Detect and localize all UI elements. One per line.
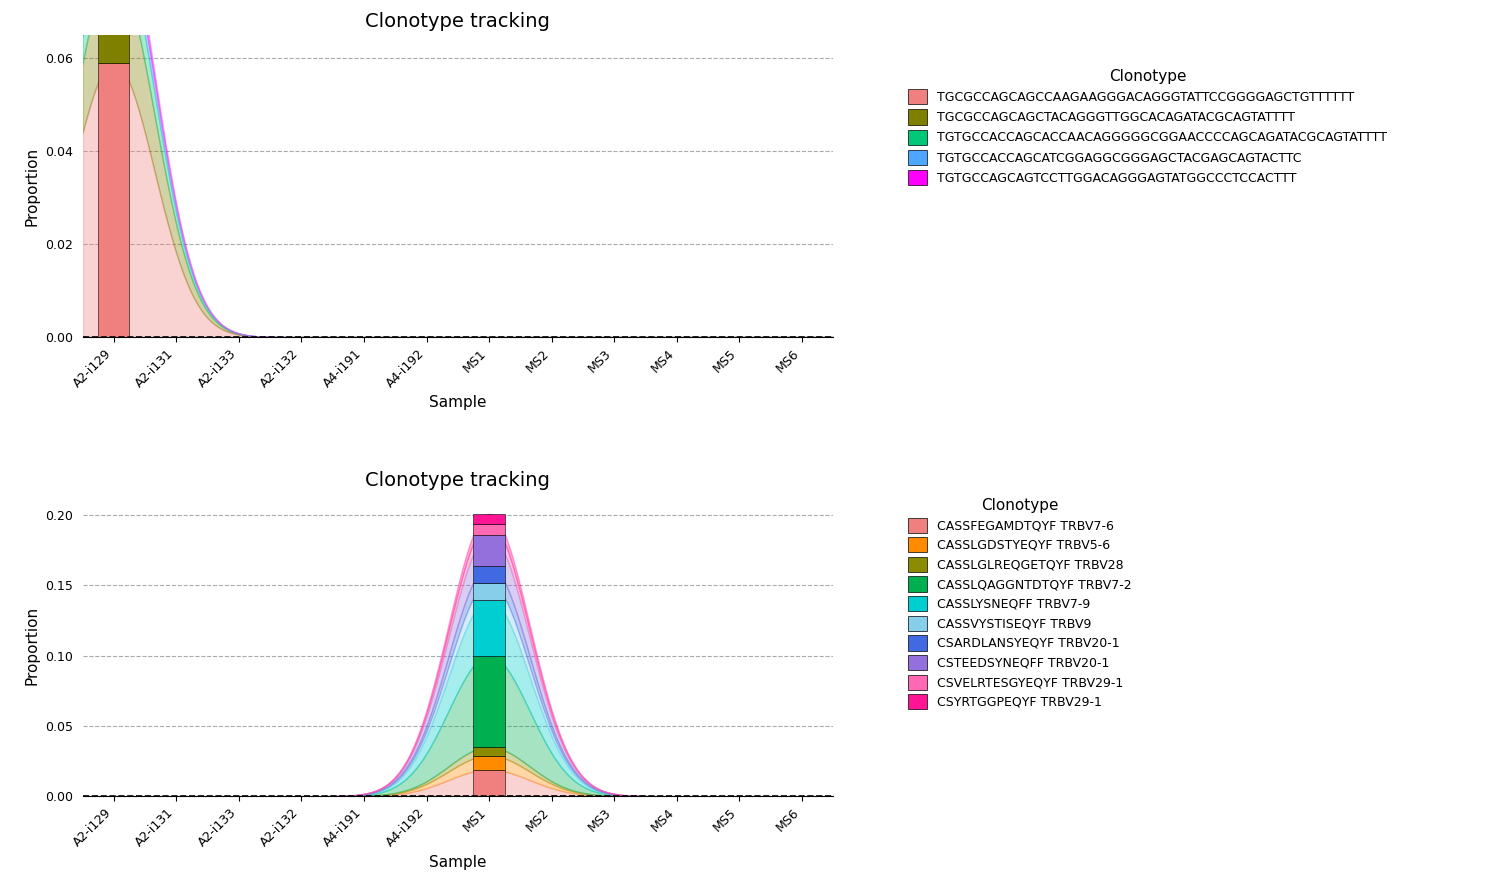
Bar xyxy=(474,747,504,755)
Bar xyxy=(474,514,504,523)
Y-axis label: Proportion: Proportion xyxy=(24,606,39,685)
Bar xyxy=(474,523,504,535)
Bar xyxy=(474,599,504,655)
Bar xyxy=(98,63,129,337)
Legend: CASSFEGAMDTQYF TRBV7-6, CASSLGDSTYEQYF TRBV5-6, CASSLGLREQGETQYF TRBV28, CASSLQA: CASSFEGAMDTQYF TRBV7-6, CASSLGDSTYEQYF T… xyxy=(904,494,1136,713)
X-axis label: Sample: Sample xyxy=(429,855,486,870)
Bar xyxy=(474,583,504,599)
Bar xyxy=(474,566,504,583)
Bar xyxy=(98,0,129,63)
Bar xyxy=(474,769,504,796)
Bar xyxy=(474,755,504,769)
Bar xyxy=(474,535,504,566)
Bar xyxy=(474,655,504,747)
Legend: TGCGCCAGCAGCCAAGAAGGGACAGGGTATTCCGGGGAGCTGTTTTTT, TGCGCCAGCAGCTACAGGGTTGGCACAGAT: TGCGCCAGCAGCCAAGAAGGGACAGGGTATTCCGGGGAGC… xyxy=(904,66,1390,189)
Title: Clonotype tracking: Clonotype tracking xyxy=(366,11,550,31)
Y-axis label: Proportion: Proportion xyxy=(24,146,39,226)
Title: Clonotype tracking: Clonotype tracking xyxy=(366,471,550,490)
X-axis label: Sample: Sample xyxy=(429,396,486,410)
